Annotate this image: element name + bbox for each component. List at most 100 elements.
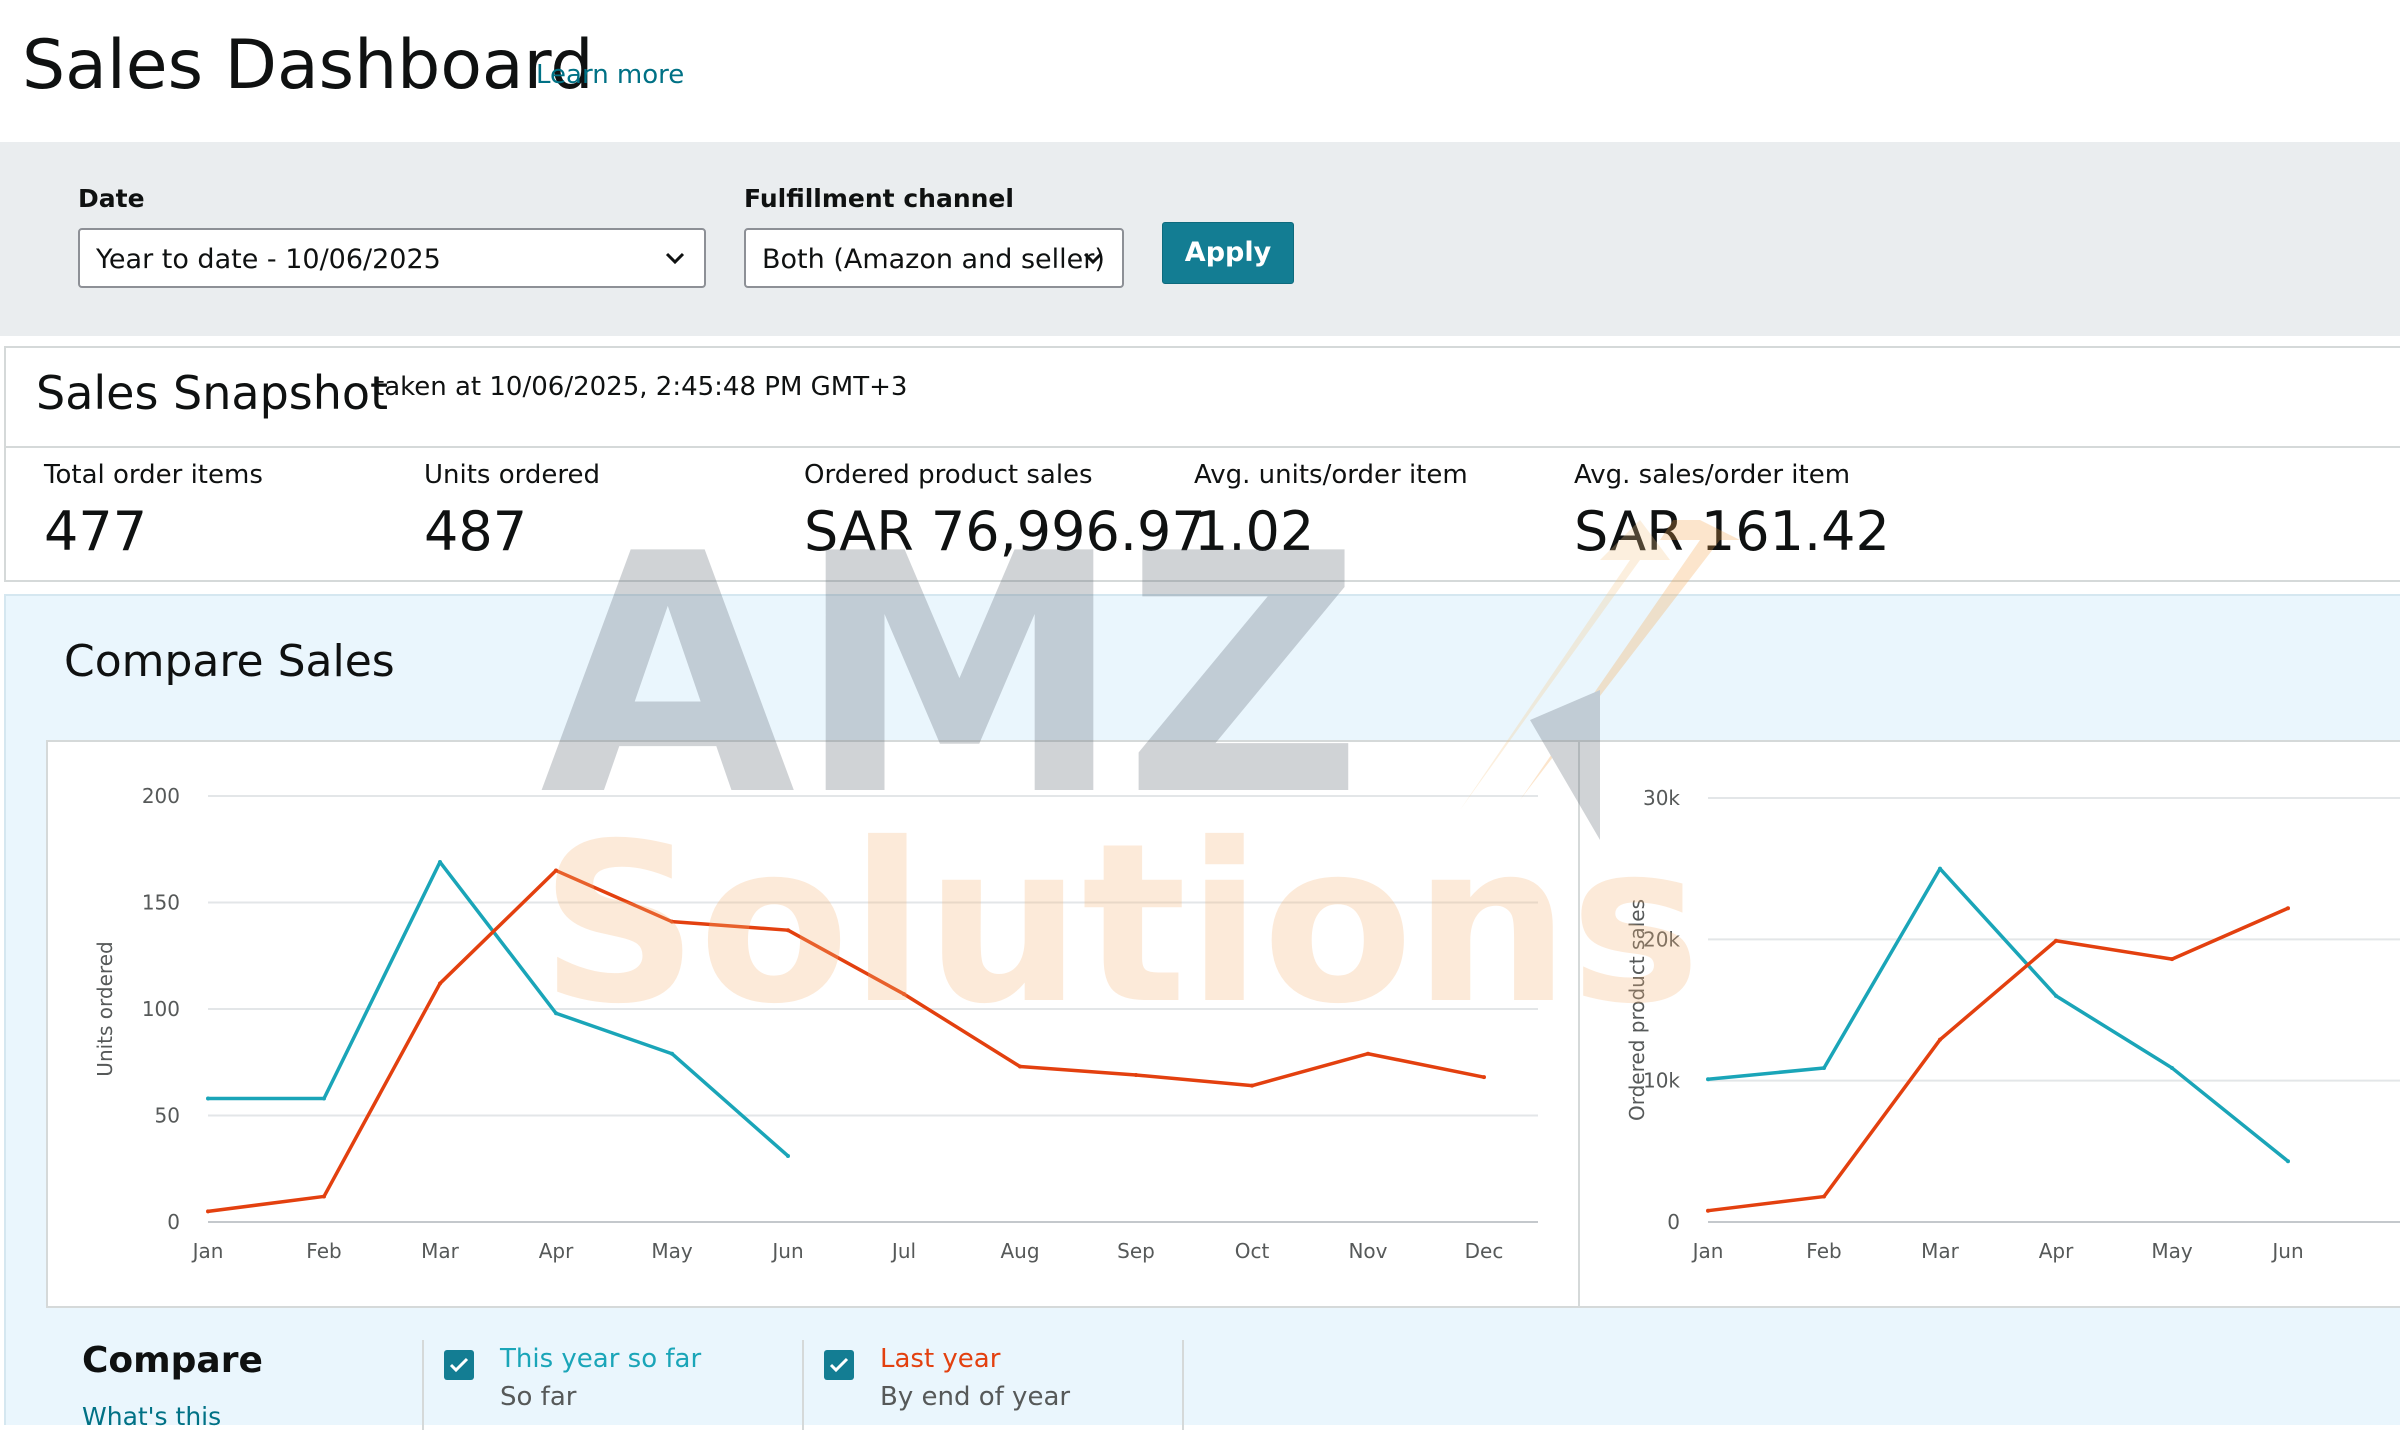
page-title: Sales Dashboard	[22, 26, 594, 105]
ordered-product-sales-chart: 0 10k 20k 30k Jan Feb Mar Apr May Jun Ordered prod…	[1625, 786, 2400, 1263]
x-tick-label: Apr	[2039, 1239, 2074, 1263]
data-point	[206, 1096, 210, 1101]
metric-value: SAR 161.42	[1574, 500, 1890, 563]
data-point	[2286, 1159, 2290, 1164]
data-point	[1366, 1051, 1370, 1056]
metric-avg-sales-per-order-item: Avg. sales/order item SAR 161.42	[1574, 460, 1890, 563]
x-tick-label: Apr	[539, 1239, 574, 1263]
data-point	[438, 981, 442, 986]
x-tick-label: Sep	[1117, 1239, 1155, 1263]
data-point	[786, 928, 790, 933]
sales-snapshot: Sales Snapshot taken at 10/06/2025, 2:45…	[4, 346, 2400, 582]
metric-label: Ordered product sales	[804, 460, 1093, 490]
data-point	[206, 1209, 210, 1214]
data-point	[902, 992, 906, 997]
series-line	[1707, 906, 2289, 1213]
data-point	[2054, 938, 2058, 943]
data-point	[2170, 957, 2174, 962]
data-point	[1706, 1208, 1710, 1213]
data-point	[2170, 1065, 2174, 1070]
data-point	[2286, 906, 2290, 911]
y-tick-label: 100	[142, 997, 180, 1021]
x-tick-label: Oct	[1235, 1239, 1270, 1263]
learn-more-link[interactable]: Learn more	[536, 60, 685, 90]
data-point	[670, 919, 674, 924]
metric-value: SAR 76,996.97	[804, 500, 1206, 563]
data-point	[1250, 1083, 1254, 1088]
data-point	[1482, 1075, 1486, 1080]
metric-label: Avg. sales/order item	[1574, 460, 1851, 490]
chevron-down-icon	[665, 252, 685, 265]
date-select[interactable]: Year to date - 10/06/2025	[78, 228, 706, 288]
checkmark-icon	[829, 1357, 849, 1373]
chart-divider	[1578, 742, 1580, 1306]
x-tick-label: Jan	[1691, 1239, 1724, 1263]
x-tick-label: Mar	[421, 1239, 460, 1263]
y-tick-label: 200	[142, 784, 180, 808]
y-tick-label: 150	[142, 891, 180, 915]
data-point	[554, 868, 558, 873]
date-label: Date	[78, 184, 145, 213]
this-year-checkbox[interactable]	[444, 1350, 474, 1380]
data-point	[554, 1011, 558, 1016]
metric-value: 477	[44, 500, 148, 563]
data-point	[1822, 1065, 1826, 1070]
x-tick-label: May	[2151, 1239, 2193, 1263]
data-point	[438, 860, 442, 865]
data-point	[1822, 1194, 1826, 1199]
data-point	[1134, 1073, 1138, 1078]
y-tick-label: 0	[1667, 1210, 1680, 1234]
divider	[802, 1340, 804, 1430]
units-ordered-chart: 0 50 100 150 200 Jan Feb Mar Apr May Jun Jul Aug Sep O…	[93, 784, 1538, 1263]
filter-bar: Date Year to date - 10/06/2025 Fulfillme…	[0, 142, 2400, 336]
compare-heading: Compare	[82, 1340, 263, 1381]
metric-ordered-product-sales: Ordered product sales SAR 76,996.97	[804, 460, 1206, 563]
compare-sales-section: Compare Sales 0 50 100 150 200 Jan Feb Mar Apr Ma…	[4, 594, 2400, 1431]
y-tick-label: 0	[167, 1210, 180, 1234]
metric-label: Total order items	[44, 460, 263, 490]
metric-total-order-items: Total order items 477	[44, 460, 263, 563]
apply-button[interactable]: Apply	[1162, 222, 1294, 284]
y-axis-label: Units ordered	[93, 941, 117, 1076]
chevron-down-icon	[1083, 252, 1103, 265]
x-tick-label: Jun	[770, 1239, 803, 1263]
data-point	[2054, 993, 2058, 998]
header: Sales Dashboard Learn more	[0, 0, 2400, 142]
y-tick-label: 20k	[1643, 927, 1680, 951]
legend-last-year-sub: By end of year	[880, 1382, 1071, 1412]
date-select-value: Year to date - 10/06/2025	[96, 244, 441, 275]
metric-units-ordered: Units ordered 487	[424, 460, 600, 563]
divider	[422, 1340, 424, 1430]
y-axis-label: Ordered product sales	[1625, 899, 1649, 1121]
snapshot-timestamp: taken at 10/06/2025, 2:45:48 PM GMT+3	[374, 372, 908, 402]
data-point	[670, 1051, 674, 1056]
x-tick-label: Feb	[1806, 1239, 1841, 1263]
checkmark-icon	[449, 1357, 469, 1373]
last-year-checkbox[interactable]	[824, 1350, 854, 1380]
x-tick-label: Jun	[2270, 1239, 2303, 1263]
legend-this-year: This year so far	[500, 1344, 702, 1374]
metric-value: 1.02	[1194, 500, 1315, 563]
x-tick-label: Mar	[1921, 1239, 1960, 1263]
x-tick-label: Jul	[890, 1239, 916, 1263]
data-point	[786, 1153, 790, 1158]
data-point	[1706, 1077, 1710, 1082]
snapshot-title: Sales Snapshot	[36, 366, 389, 420]
x-tick-label: Aug	[1000, 1239, 1039, 1263]
y-tick-label: 10k	[1643, 1069, 1680, 1093]
x-tick-label: Dec	[1465, 1239, 1504, 1263]
series-line	[207, 868, 1485, 1214]
y-tick-label: 30k	[1643, 786, 1680, 810]
fulfillment-channel-value: Both (Amazon and seller)	[762, 244, 1105, 275]
data-point	[1938, 866, 1942, 871]
compare-sales-title: Compare Sales	[64, 636, 395, 687]
data-point	[1938, 1037, 1942, 1042]
whats-this-link[interactable]: What's this	[82, 1402, 222, 1431]
legend-last-year: Last year	[880, 1344, 1001, 1374]
metric-label: Avg. units/order item	[1194, 460, 1468, 490]
fulfillment-channel-select[interactable]: Both (Amazon and seller)	[744, 228, 1124, 288]
metric-avg-units-per-order-item: Avg. units/order item 1.02	[1194, 460, 1468, 563]
snapshot-header: Sales Snapshot taken at 10/06/2025, 2:45…	[6, 348, 2400, 448]
divider	[1182, 1340, 1184, 1430]
data-point	[322, 1194, 326, 1199]
